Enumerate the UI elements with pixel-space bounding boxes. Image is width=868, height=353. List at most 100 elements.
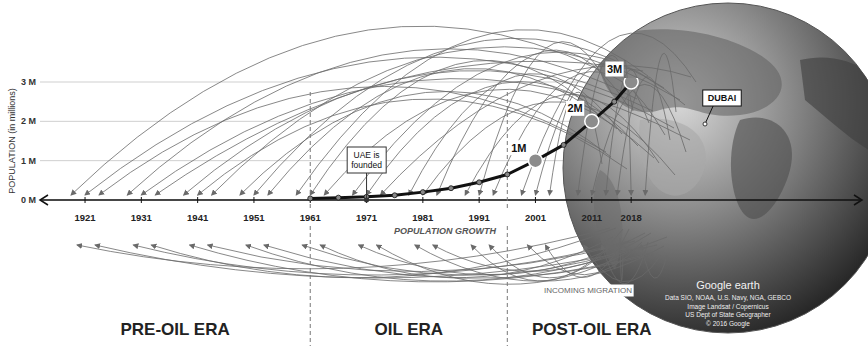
annotation-pointer bbox=[366, 172, 367, 198]
x-tick bbox=[479, 197, 480, 203]
era-boundary bbox=[310, 226, 311, 346]
label-patch bbox=[510, 140, 528, 155]
labels: 1M2M3MPOPULATION GROWTHINCOMING MIGRATIO… bbox=[347, 62, 791, 328]
population-point bbox=[561, 142, 566, 147]
x-tick-label: 1981 bbox=[412, 212, 434, 223]
chart: 0 M 1 M 2 M 3 M POPULATION (in millions) 1921… bbox=[0, 0, 868, 353]
series-label: POPULATION GROWTH bbox=[394, 226, 496, 236]
migration-arcs bbox=[71, 26, 696, 284]
migration-arc bbox=[381, 66, 691, 195]
land bbox=[731, 117, 792, 219]
migration-arc bbox=[549, 92, 602, 195]
annotation-line: UAE is bbox=[354, 150, 380, 160]
migration-arc bbox=[77, 228, 610, 269]
population-point bbox=[449, 186, 454, 191]
x-tick bbox=[631, 197, 632, 203]
annotation-line: founded bbox=[351, 160, 382, 170]
x-tick bbox=[591, 197, 592, 203]
migration-arc bbox=[310, 60, 601, 195]
migration-arc bbox=[433, 233, 651, 271]
migration-arc bbox=[602, 242, 648, 284]
migration-arc bbox=[151, 228, 616, 278]
milestone-marker bbox=[585, 114, 599, 128]
era-boundary bbox=[310, 92, 311, 208]
milestone-marker bbox=[624, 78, 638, 89]
x-tick bbox=[253, 197, 254, 203]
globe-credit: © 2016 Google bbox=[706, 320, 750, 328]
callout-box bbox=[703, 90, 742, 106]
x-tick bbox=[535, 197, 536, 203]
population-line bbox=[310, 82, 631, 198]
migration-arc bbox=[320, 237, 613, 278]
globe-credit: Image Landsat / Copernicus bbox=[687, 303, 769, 311]
migration-arc bbox=[198, 99, 627, 195]
x-tick bbox=[197, 197, 198, 203]
migration-arc bbox=[99, 86, 606, 195]
population-point bbox=[420, 190, 425, 195]
migration-arc bbox=[240, 91, 611, 195]
x-tick-label: 1941 bbox=[187, 212, 209, 223]
milestone-marker bbox=[528, 154, 542, 168]
milestone-label: 1M bbox=[511, 142, 526, 154]
migration-arc bbox=[367, 82, 638, 195]
annotation-dot bbox=[364, 198, 369, 203]
migration-arc bbox=[268, 68, 617, 195]
migration-arc bbox=[545, 229, 629, 277]
y-tick-label: 2 M bbox=[21, 116, 36, 126]
annotation-box bbox=[347, 147, 386, 173]
x-tick-label: 2001 bbox=[525, 212, 547, 223]
migration-arc bbox=[212, 47, 680, 195]
x-tick-label: 1971 bbox=[356, 212, 378, 223]
axis-arrow bbox=[40, 195, 48, 205]
globe-callout: DUBAI bbox=[703, 90, 742, 126]
x-tick bbox=[85, 197, 86, 203]
milestone-label: 2M bbox=[567, 102, 582, 114]
migration-arc bbox=[71, 26, 600, 195]
y-tick-label: 3 M bbox=[21, 77, 36, 87]
migration-arc bbox=[479, 42, 612, 195]
era-boundary bbox=[507, 92, 508, 208]
x-tick-label: 1951 bbox=[243, 212, 265, 223]
migration-arc bbox=[521, 33, 696, 195]
globe-label: DUBAI bbox=[708, 93, 737, 103]
plot-area bbox=[308, 78, 638, 201]
migration-arc bbox=[606, 70, 639, 195]
y-tick-label: 1 M bbox=[21, 156, 36, 166]
migration-arc bbox=[617, 77, 670, 195]
land bbox=[800, 57, 868, 160]
population-point bbox=[336, 195, 341, 200]
annotation-text: UAE isfounded bbox=[351, 150, 382, 170]
migration-arc bbox=[246, 237, 667, 281]
migration-arc bbox=[592, 84, 686, 195]
x-tick-label: 1961 bbox=[300, 212, 322, 223]
y-tick-label: 0 M bbox=[21, 195, 36, 205]
migration-arc bbox=[645, 53, 676, 195]
era-label: PRE-OIL ERA bbox=[120, 320, 229, 339]
callout-pointer bbox=[705, 104, 714, 124]
globe-sphere bbox=[563, 3, 868, 333]
y-axis-title: POPULATION (in millions) bbox=[7, 88, 17, 193]
x-tick-label: 1921 bbox=[74, 212, 96, 223]
globe-credit: US Dept of State Geographer bbox=[685, 311, 771, 319]
migration-arc bbox=[296, 30, 648, 195]
x-tick bbox=[422, 197, 423, 203]
annotation: UAE isfounded bbox=[347, 147, 386, 203]
label-patch bbox=[393, 225, 498, 238]
population-point bbox=[308, 196, 313, 201]
x-tick-label: 1931 bbox=[131, 212, 153, 223]
migration-arc bbox=[254, 38, 664, 195]
milestone-label: 3M bbox=[607, 63, 622, 75]
x-tick-label: 2011 bbox=[581, 212, 602, 223]
migration-arc bbox=[620, 238, 623, 281]
x-axis-line bbox=[40, 199, 862, 201]
population-point bbox=[392, 193, 397, 198]
globe-land bbox=[594, 29, 868, 270]
migration-arc bbox=[415, 245, 664, 281]
migration-arc bbox=[353, 52, 685, 195]
x-tick bbox=[141, 197, 142, 203]
migration-arc bbox=[155, 61, 643, 195]
axis-arrow bbox=[854, 195, 862, 205]
population-point bbox=[505, 172, 510, 177]
globe-credit: Data SIO, NOAA, U.S. Navy, NGA, GEBCO bbox=[665, 294, 791, 302]
land bbox=[639, 119, 706, 196]
